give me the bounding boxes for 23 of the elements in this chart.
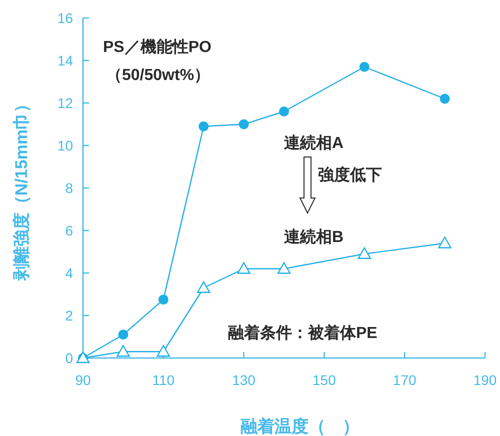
x-tick-label: 130 xyxy=(232,372,256,388)
y-tick-label: 4 xyxy=(65,265,74,281)
x-tick-label: 170 xyxy=(392,372,416,388)
annotation: （50/50wt%） xyxy=(106,67,210,84)
annotation: 融着条件：被着体PE xyxy=(228,323,378,342)
x-tick-label: 90 xyxy=(75,372,91,388)
y-tick-label: 10 xyxy=(57,138,74,154)
x-axis-title: 融着温度（ ） xyxy=(240,417,360,436)
annotation: 強度低下 xyxy=(318,165,382,184)
annotation: PS／機能性PO xyxy=(103,38,212,56)
y-tick-label: 0 xyxy=(65,350,74,366)
y-tick-label: 16 xyxy=(57,10,74,26)
x-tick-label: 150 xyxy=(312,372,336,388)
y-tick-label: 14 xyxy=(57,52,74,68)
series-label: 連続相B xyxy=(284,228,344,246)
y-tick-label: 12 xyxy=(57,95,74,111)
y-tick-label: 2 xyxy=(65,308,74,324)
y-axis-title: 剥離強度（N/15mm巾） xyxy=(12,95,31,282)
y-tick-label: 8 xyxy=(65,180,74,196)
y-tick-label: 6 xyxy=(65,222,74,238)
x-tick-label: 110 xyxy=(152,372,175,388)
series-label: 連続相A xyxy=(284,134,344,152)
x-tick-label: 190 xyxy=(473,372,497,388)
